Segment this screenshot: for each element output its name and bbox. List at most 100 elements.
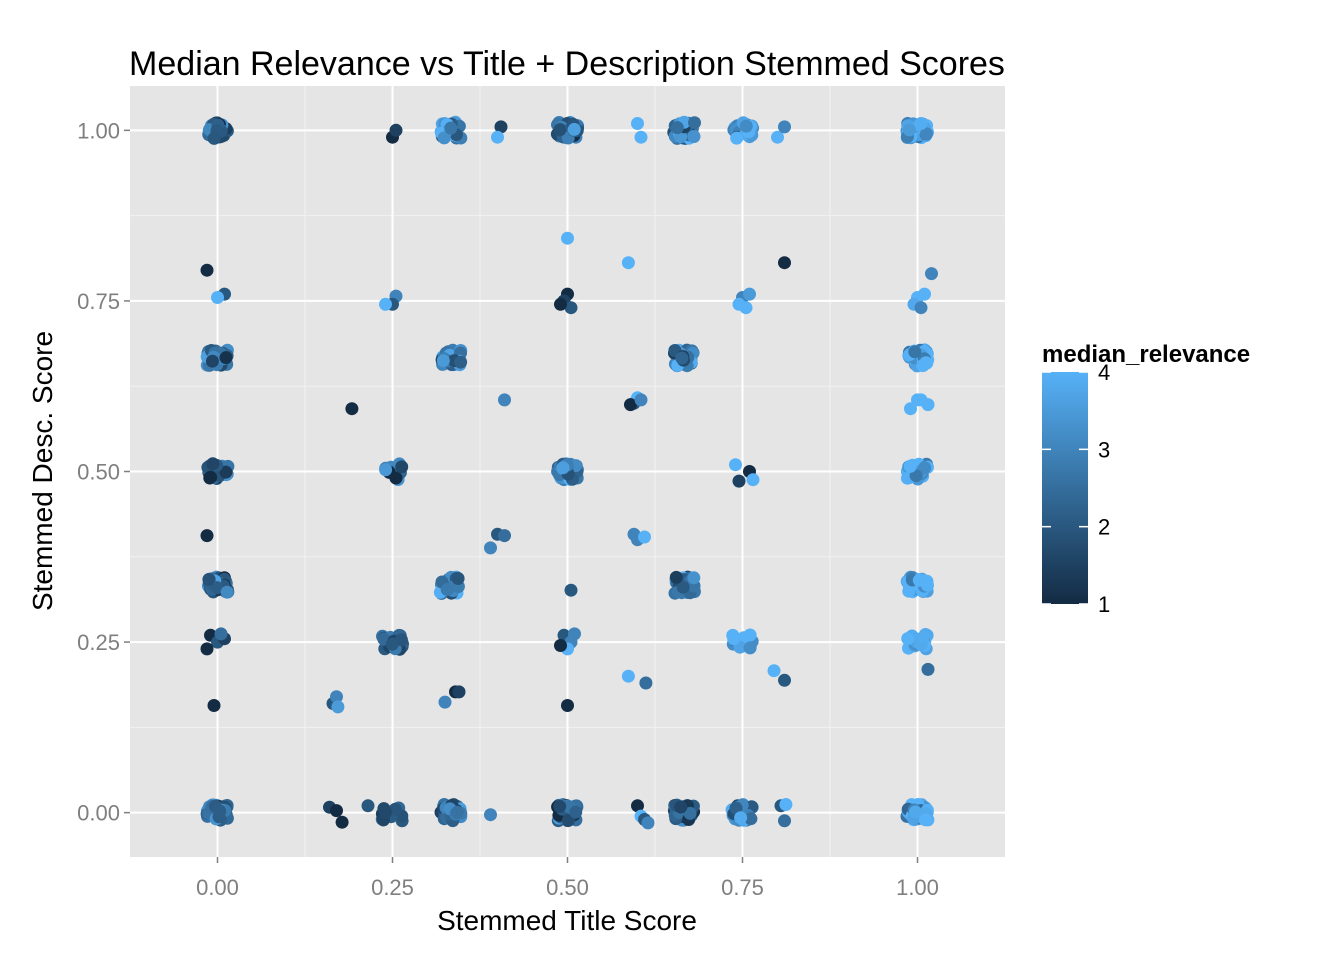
data-point [688, 116, 701, 130]
legend-tick-label: 2 [1098, 515, 1110, 540]
legend-colorbar [1042, 372, 1088, 604]
data-point [901, 632, 915, 646]
data-point [639, 676, 653, 690]
color-legend: median_relevance 1 2 3 4 [1042, 341, 1250, 617]
data-point [438, 695, 452, 709]
data-point [921, 578, 934, 592]
data-point [743, 287, 756, 301]
data-point [621, 256, 635, 270]
data-point [918, 461, 932, 475]
data-point [670, 121, 684, 135]
data-point [743, 641, 757, 655]
data-point [361, 799, 375, 813]
data-point [634, 393, 648, 407]
y-tick-label: 0.00 [77, 801, 120, 826]
data-point [494, 120, 508, 134]
data-point [767, 664, 781, 678]
data-point [675, 351, 689, 365]
data-point [498, 529, 511, 543]
data-point [904, 402, 917, 416]
data-point [914, 393, 928, 407]
data-point [919, 813, 932, 827]
data-point [908, 345, 922, 359]
data-point [385, 637, 399, 651]
x-tick-label: 0.25 [371, 875, 414, 900]
data-point [564, 583, 578, 597]
data-point [567, 122, 581, 136]
data-point [683, 806, 697, 820]
data-point [669, 570, 683, 584]
x-tick-label: 0.00 [196, 875, 239, 900]
data-point [778, 120, 791, 134]
data-point [498, 393, 511, 407]
data-point [638, 530, 651, 544]
data-point [918, 287, 931, 301]
data-point [687, 130, 701, 143]
data-point [219, 465, 233, 479]
data-points [200, 115, 938, 830]
data-point [214, 627, 228, 641]
x-tick-label: 0.75 [721, 875, 764, 900]
data-point [634, 130, 648, 144]
data-point [739, 119, 753, 133]
data-point [909, 469, 923, 483]
data-point [207, 699, 221, 712]
data-point [674, 800, 688, 814]
data-point [554, 297, 567, 311]
legend-tick-label: 3 [1098, 437, 1110, 462]
data-point [330, 804, 343, 818]
x-tick-label: 1.00 [896, 875, 939, 900]
data-point [916, 630, 930, 644]
data-point [621, 669, 635, 683]
data-point [624, 398, 637, 412]
data-point [220, 585, 234, 599]
data-point [914, 301, 928, 315]
data-point [451, 572, 465, 585]
legend-title: median_relevance [1042, 341, 1250, 368]
data-point [732, 474, 746, 488]
data-point [903, 459, 917, 473]
data-point [739, 301, 753, 315]
data-point [206, 457, 220, 471]
data-point [564, 301, 578, 315]
data-point [743, 628, 757, 642]
data-point [744, 812, 758, 826]
data-point [569, 805, 583, 819]
data-point [561, 699, 574, 712]
data-point [491, 130, 504, 144]
data-point [200, 263, 214, 277]
data-point [631, 799, 644, 813]
data-point [556, 461, 570, 475]
data-point [202, 573, 216, 586]
data-point [778, 673, 791, 687]
data-point [553, 799, 567, 813]
data-point [779, 798, 793, 811]
data-point [914, 117, 928, 130]
data-point [454, 355, 468, 369]
y-tick-label: 0.75 [77, 289, 120, 314]
data-point [734, 811, 748, 825]
data-point [771, 130, 784, 144]
data-point [727, 632, 741, 646]
legend-tick-label: 4 [1098, 360, 1110, 385]
x-axis-title: Stemmed Title Score [437, 905, 697, 936]
data-point [676, 580, 690, 594]
data-point [204, 470, 218, 484]
x-tick-label: 0.50 [546, 875, 589, 900]
data-point [631, 117, 644, 130]
data-point [902, 123, 916, 137]
data-point [484, 808, 497, 822]
axes: 0.00 0.25 0.50 0.75 1.00 0.00 0.25 0.50 0.75 1.00 [77, 118, 939, 900]
data-point [554, 639, 567, 652]
data-point [395, 460, 409, 474]
y-tick-label: 1.00 [77, 118, 120, 143]
data-point [211, 291, 224, 304]
y-axis-title: Stemmed Desc. Score [27, 331, 58, 611]
data-point [553, 123, 567, 137]
data-point [746, 473, 760, 487]
data-point [450, 805, 464, 819]
data-point [916, 359, 930, 373]
data-point [908, 805, 922, 819]
data-point [335, 815, 349, 829]
